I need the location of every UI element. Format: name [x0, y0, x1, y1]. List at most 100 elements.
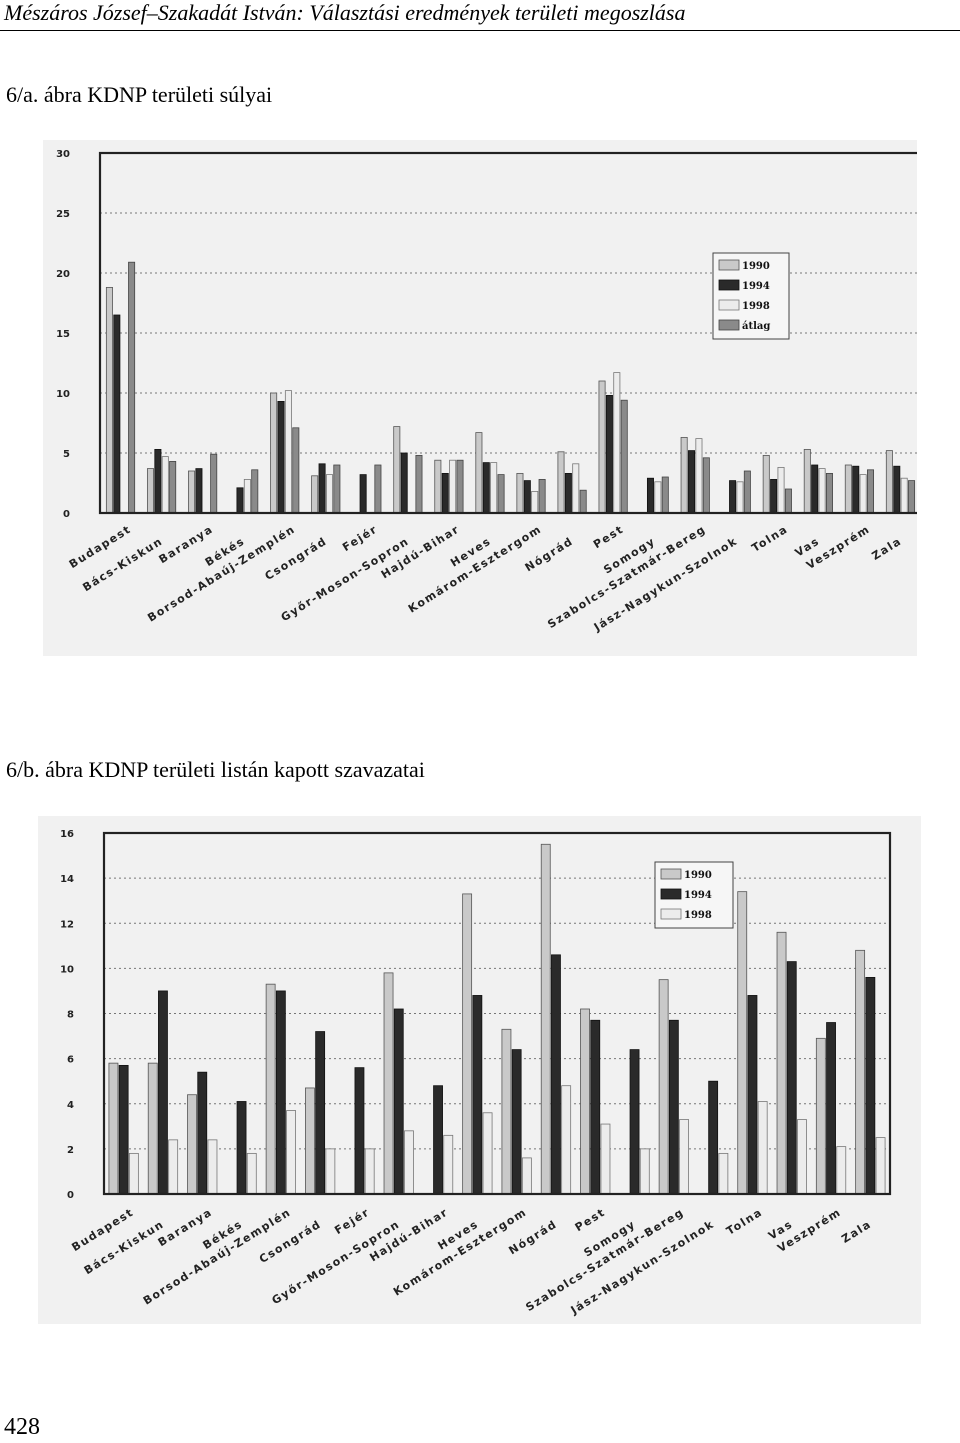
chart-b-bar-1994 — [629, 1049, 640, 1195]
chart-a-category-label: Komárom-Esztergom — [406, 523, 544, 616]
chart-a-bar-1994 — [688, 450, 696, 514]
chart-b-ytick-label: 10 — [60, 964, 74, 975]
page-header: Mészáros József–Szakadát István: Választ… — [0, 0, 960, 31]
chart-b-bar-1994 — [315, 1031, 326, 1195]
chart-b-bar-1994 — [668, 1019, 679, 1195]
chart-a-bar-1990 — [844, 464, 852, 514]
chart-b-bar-1990 — [540, 843, 551, 1195]
chart-b-bar-1994 — [551, 954, 561, 1195]
chart-a-category-label: Pest — [591, 523, 626, 552]
chart-b-bar-1998 — [128, 1152, 139, 1195]
chart-a-bar-átlag — [908, 480, 916, 514]
chart-b-bar-1990 — [737, 891, 748, 1195]
chart-a-bar-1990 — [188, 470, 196, 514]
chart-a-bar-1998 — [449, 459, 457, 514]
chart-b-bar-1990 — [580, 1008, 590, 1195]
chart-a-bar-1990 — [311, 475, 319, 514]
chart-b-bar-1994 — [118, 1064, 129, 1195]
chart-b-bar-1998 — [797, 1119, 807, 1195]
chart-a-bar-1994 — [564, 472, 572, 514]
chart-a-ytick-label: 20 — [56, 269, 70, 280]
chart-b-bar-1998 — [757, 1101, 768, 1195]
chart-b-bar-1998 — [679, 1119, 689, 1195]
chart-b-category-label: Zala — [839, 1218, 874, 1246]
chart-a-bar-1998 — [243, 478, 251, 514]
chart-a-bar-1994 — [154, 448, 162, 514]
chart-a-bar-1994 — [277, 400, 285, 514]
chart-a-legend-label: 1998 — [742, 301, 770, 312]
chart-b-ytick-label: 0 — [67, 1190, 74, 1201]
chart-b-ytick-label: 2 — [67, 1145, 74, 1156]
chart-a-ytick-label: 15 — [56, 329, 70, 340]
chart-a-bar-1994 — [441, 472, 449, 514]
chart-b-bar-1990 — [305, 1087, 315, 1195]
chart-a-bar-1994 — [852, 465, 860, 514]
chart-b-bar-1994 — [590, 1019, 601, 1195]
chart-b-bar-1994 — [275, 990, 286, 1195]
chart-a-legend-label: 1994 — [742, 281, 770, 292]
chart-b-legend-label: 1998 — [684, 910, 712, 921]
chart-a-bar-1994 — [893, 465, 901, 514]
chart-b-ytick-label: 6 — [67, 1055, 74, 1066]
chart-b-bar-1994 — [354, 1067, 365, 1195]
chart-b-ytick-label: 8 — [67, 1010, 74, 1021]
chart-b-bar-1998 — [246, 1152, 257, 1195]
chart-a-legend-label: átlag — [742, 321, 770, 332]
chart-b-bar-1990 — [658, 979, 669, 1195]
figure-a: 0 5 10 15 20 25 30 Budapest Bács-Kiskun Baranya Bé… — [43, 140, 917, 656]
chart-b-plot-frame — [102, 831, 892, 1196]
figure-b-caption: 6/b. ábra KDNP területi listán kapott sz… — [6, 757, 425, 782]
chart-b-bar-1990 — [108, 1062, 119, 1195]
chart-a-bar-átlag — [456, 459, 464, 514]
chart-a-bar-1994 — [236, 487, 244, 514]
chart-a-bar-1998 — [859, 474, 867, 514]
chart-a-bar-1994 — [318, 463, 326, 514]
chart-a-legend-swatch — [718, 319, 740, 331]
chart-a-bar-1990 — [270, 392, 278, 514]
chart-a-ytick-label: 5 — [63, 449, 70, 460]
chart-a-bar-átlag — [333, 464, 341, 514]
page-number: 428 — [4, 1414, 40, 1440]
chart-b-bar-1998 — [482, 1112, 493, 1195]
chart-b-bar-1990 — [501, 1028, 512, 1195]
chart-a-ytick-label: 0 — [63, 509, 70, 520]
chart-a-bar-1998 — [613, 372, 621, 514]
chart-b-category-label: Tolna — [724, 1206, 765, 1238]
chart-a-bar-1998 — [531, 490, 539, 514]
chart-a-bar-1994 — [195, 468, 203, 514]
chart-a-bar-1998 — [736, 481, 744, 514]
chart-a-bar-átlag — [702, 457, 710, 514]
chart-b-ytick-label: 16 — [60, 829, 74, 840]
chart-a-bar-1990 — [680, 436, 688, 514]
chart-a-bar-átlag — [415, 454, 423, 514]
chart-b-bar-1994 — [197, 1071, 208, 1195]
chart-a-bar-átlag — [661, 476, 669, 514]
chart-a-bar-átlag — [743, 470, 751, 514]
chart-a-svg: 051015202530BudapestBács-KiskunBaranyaBé… — [56, 149, 917, 634]
chart-b-bar-1994 — [865, 976, 876, 1195]
chart-a-bar-1998 — [490, 462, 498, 514]
chart-a-bar-1990 — [598, 380, 606, 514]
figure-a-caption: 6/a. ábra KDNP területi súlyai — [6, 82, 273, 107]
chart-a-ytick-label: 25 — [56, 209, 70, 220]
chart-b-bar-1994 — [708, 1080, 719, 1195]
chart-b-legend-label: 1990 — [684, 870, 712, 881]
chart-b-legend-swatch — [660, 888, 682, 900]
chart-a-bar-átlag — [210, 453, 218, 514]
chart-b-ytick-label: 4 — [67, 1100, 74, 1111]
chart-a-bar-1998 — [777, 466, 785, 514]
chart-b-bar-1994 — [433, 1085, 443, 1195]
chart-b-bar-1998 — [168, 1139, 179, 1195]
chart-a-bar-1990 — [146, 468, 154, 514]
chart-a-bar-átlag — [538, 478, 546, 514]
chart-b-bar-1990 — [265, 983, 276, 1195]
chart-a-bar-átlag — [497, 474, 505, 514]
chart-b-ytick-label: 14 — [60, 874, 74, 885]
chart-a-bar-átlag — [825, 472, 833, 514]
chart-b-bar-1998 — [521, 1157, 532, 1195]
chart-b-bar-1998 — [443, 1134, 454, 1195]
chart-b-bar-1990 — [187, 1094, 197, 1195]
chart-a-bar-átlag — [620, 399, 628, 514]
chart-b-bar-1994 — [472, 995, 483, 1195]
chart-a-category-label: Zala — [870, 535, 905, 563]
